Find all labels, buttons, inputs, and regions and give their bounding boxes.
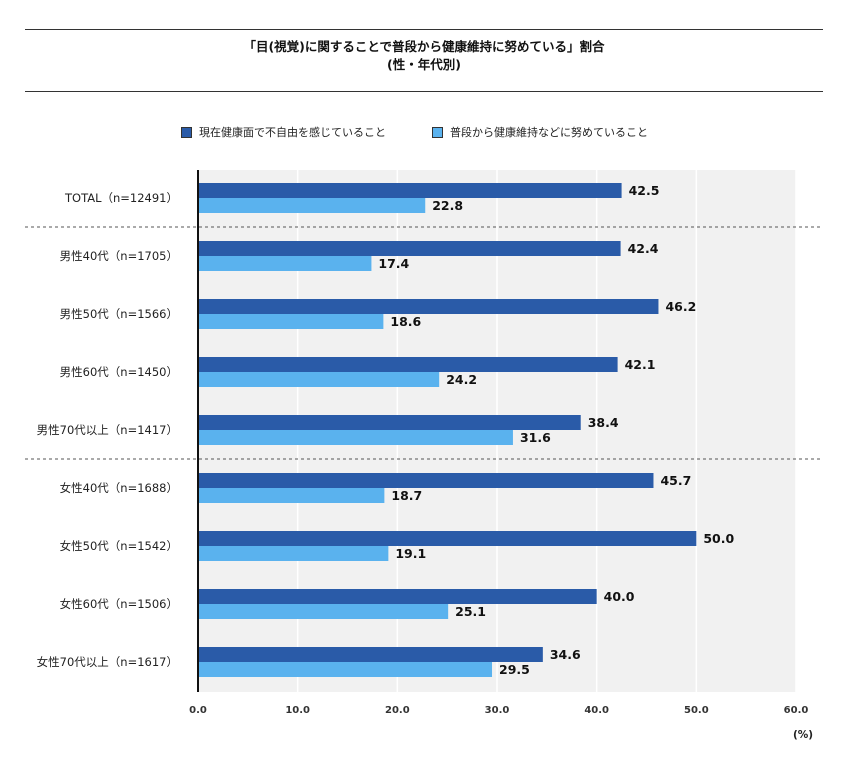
bar-series2 [198, 488, 385, 503]
x-tick-label: 50.0 [684, 705, 709, 716]
legend-item-1: 現在健康面で不自由を感じていること [181, 124, 386, 140]
category-label: 女性70代以上（n=1617） [37, 655, 178, 669]
data-label-series1: 42.4 [628, 241, 659, 256]
data-label-series1: 50.0 [703, 531, 734, 546]
bar-series2 [198, 662, 493, 677]
bar-series2 [198, 430, 513, 445]
bar-series1 [198, 357, 618, 372]
data-label-series1: 42.5 [629, 183, 660, 198]
x-tick-label: 10.0 [285, 705, 310, 716]
bar-series2 [198, 256, 372, 271]
x-tick-label: 0.0 [189, 705, 207, 716]
data-label-series2: 25.1 [455, 604, 486, 619]
chart-title: 「目(視覚)に関することで普段から健康維持に努めている」割合 (性・年代別) [25, 38, 823, 74]
category-label: 女性50代（n=1542） [60, 539, 178, 553]
legend: 現在健康面で不自由を感じていること 普段から健康維持などに努めていること [0, 124, 848, 142]
legend-swatch-1 [181, 126, 192, 138]
data-label-series2: 17.4 [378, 256, 409, 271]
legend-label-1: 現在健康面で不自由を感じていること [199, 126, 386, 139]
bar-series1 [198, 299, 659, 314]
category-label: 男性50代（n=1566） [60, 307, 178, 321]
data-label-series1: 38.4 [588, 415, 619, 430]
bar-series1 [198, 183, 622, 198]
x-unit-label: (%) [793, 729, 813, 741]
x-tick-label: 40.0 [584, 705, 609, 716]
data-label-series1: 42.1 [625, 357, 656, 372]
data-label-series1: 34.6 [550, 647, 581, 662]
top-rule [25, 29, 823, 30]
x-tick-label: 30.0 [485, 705, 510, 716]
category-label: 男性40代（n=1705） [60, 249, 178, 263]
bar-series1 [198, 531, 697, 546]
data-label-series1: 40.0 [604, 589, 635, 604]
data-label-series1: 46.2 [665, 299, 696, 314]
data-label-series2: 24.2 [446, 372, 477, 387]
data-label-series2: 18.7 [391, 488, 422, 503]
x-tick-label: 60.0 [784, 705, 809, 716]
category-label: 男性60代（n=1450） [60, 365, 178, 379]
category-label: 女性40代（n=1688） [60, 481, 178, 495]
legend-item-2: 普段から健康維持などに努めていること [432, 124, 648, 140]
data-label-series2: 22.8 [432, 198, 463, 213]
legend-swatch-2 [432, 126, 443, 138]
bar-series1 [198, 589, 597, 604]
bar-series1 [198, 241, 621, 256]
bar-series2 [198, 372, 440, 387]
bar-series2 [198, 604, 449, 619]
category-label: 女性60代（n=1506） [60, 597, 178, 611]
title-line-2: (性・年代別) [387, 57, 461, 72]
bar-series2 [198, 314, 384, 329]
title-bottom-rule [25, 91, 823, 92]
data-label-series2: 19.1 [395, 546, 426, 561]
data-label-series2: 18.6 [390, 314, 421, 329]
legend-label-2: 普段から健康維持などに努めていること [450, 126, 648, 139]
bar-series1 [198, 647, 543, 662]
data-label-series2: 29.5 [499, 662, 530, 677]
title-line-1: 「目(視覚)に関することで普段から健康維持に努めている」割合 [243, 39, 605, 54]
bar-series2 [198, 198, 426, 213]
bar-series1 [198, 473, 654, 488]
data-label-series1: 45.7 [660, 473, 691, 488]
category-label: TOTAL（n=12491） [64, 191, 178, 205]
bar-series1 [198, 415, 581, 430]
data-label-series2: 31.6 [520, 430, 551, 445]
x-tick-label: 20.0 [385, 705, 410, 716]
category-label: 男性70代以上（n=1417） [37, 423, 178, 437]
bar-series2 [198, 546, 389, 561]
